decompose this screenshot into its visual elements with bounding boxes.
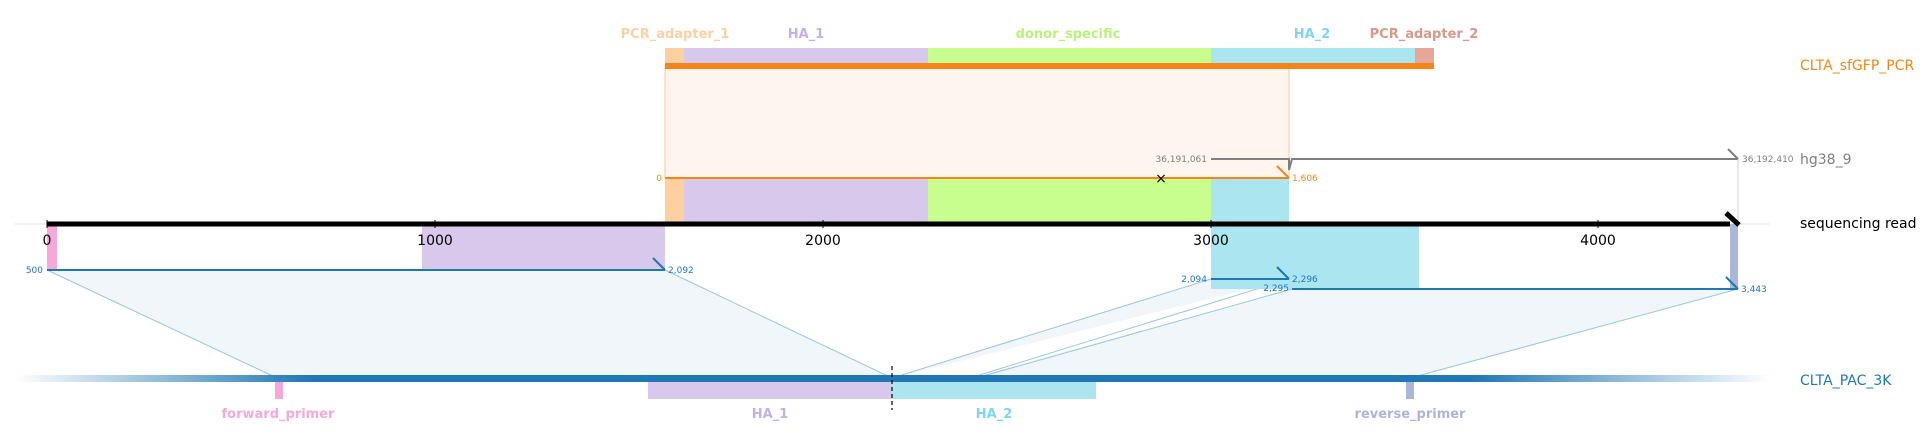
feature-label-pcr-adapter-2: PCR_adapter_2 [1370,27,1479,42]
read-feature-donor-shade [928,178,1211,224]
pcr-alignment-shade [664,65,1290,179]
feature-label-pcr-adapter-1: PCR_adapter_1 [621,27,730,42]
pac-connector [46,269,278,379]
pac3-start-label: 2,296 [1292,275,1318,285]
axis-tick-label: 4000 [1580,233,1616,249]
pac-label-ha-1: HA_1 [752,407,789,422]
axis-tick-label: 1000 [417,233,453,249]
feature-block-donor-specific [928,48,1211,64]
track-label-pac: CLTA_PAC_3K [1800,373,1892,389]
pac-end-tick-3 [1725,276,1739,290]
track-label-pcr: CLTA_sfGFP_PCR [1800,58,1914,74]
pac-feature-forward-primer [275,382,283,399]
pac-connector [664,269,893,379]
read-feature-forward-primer [47,224,57,270]
read-feature-ha-1-shade [684,178,928,224]
track-label-read: sequencing read [1800,216,1916,232]
genome-end-tick [1727,148,1739,160]
pac-end-tick-1 [652,257,666,271]
read-axis: 0 1000 2000 3000 4000 [43,220,1616,249]
pac-label-ha-2: HA_2 [976,407,1013,422]
axis-tick-label: 3000 [1193,233,1229,249]
genome-end-label: 36,192,410 [1742,155,1794,165]
genome-start-label: 36,191,061 [1155,155,1207,165]
pcr-end-tick [1276,165,1290,179]
feature-block-pcr-adapter-1 [665,48,684,64]
track-label-genome: hg38_9 [1800,152,1851,168]
cross-marker: × [1155,171,1167,187]
axis-tick-label: 0 [43,233,52,249]
feature-label-donor-specific: donor_specific [1016,27,1121,42]
pac-connector [1409,288,1739,379]
axis-tick-label: 2000 [805,233,841,249]
pac2-end-label: 2,295 [1263,284,1289,294]
pac-connector [891,278,1212,379]
feature-block-pcr-adapter-2 [1415,48,1434,64]
feature-block-ha-1 [684,48,928,64]
pac-feature-ha-1 [648,382,892,399]
feature-label-ha-1: HA_1 [788,27,825,42]
feature-label-ha-2: HA_2 [1294,27,1331,42]
pac-connector [969,278,1290,379]
pcr-end-label: 1,606 [1292,174,1318,184]
read-arrowhead [1724,211,1741,227]
pac2-start-label: 2,094 [1181,275,1207,285]
pac-alignment-shade-2 [892,279,1289,378]
pac1-end-label: 2,092 [668,266,694,276]
genome-alignment-line [1211,158,1738,171]
pac-feature-reverse-primer [1406,382,1414,399]
read-feature-reverse-primer [1730,224,1738,289]
read-feature-ha-1-lower [422,224,665,270]
pac-track-bar [15,375,1770,382]
pac-feature-ha-2 [892,382,1096,399]
pcr-track-bar [665,63,1434,69]
pac1-start-label: 500 [26,266,43,276]
pac-alignment-shade-3 [970,289,1738,378]
feature-block-ha-2 [1211,48,1415,64]
pcr-start-label: 0 [656,174,662,184]
read-feature-pcr-adapter-shade [665,178,684,224]
pac-end-tick-2 [1276,266,1290,280]
pac-alignment-shade-1 [47,270,892,378]
pac-label-forward-primer: forward_primer [222,407,336,422]
pac3-end-label: 3,443 [1741,285,1767,295]
pac-connector [975,288,1293,379]
pac-label-reverse-primer: reverse_primer [1355,407,1467,422]
read-feature-ha-2-shade [1211,178,1289,224]
